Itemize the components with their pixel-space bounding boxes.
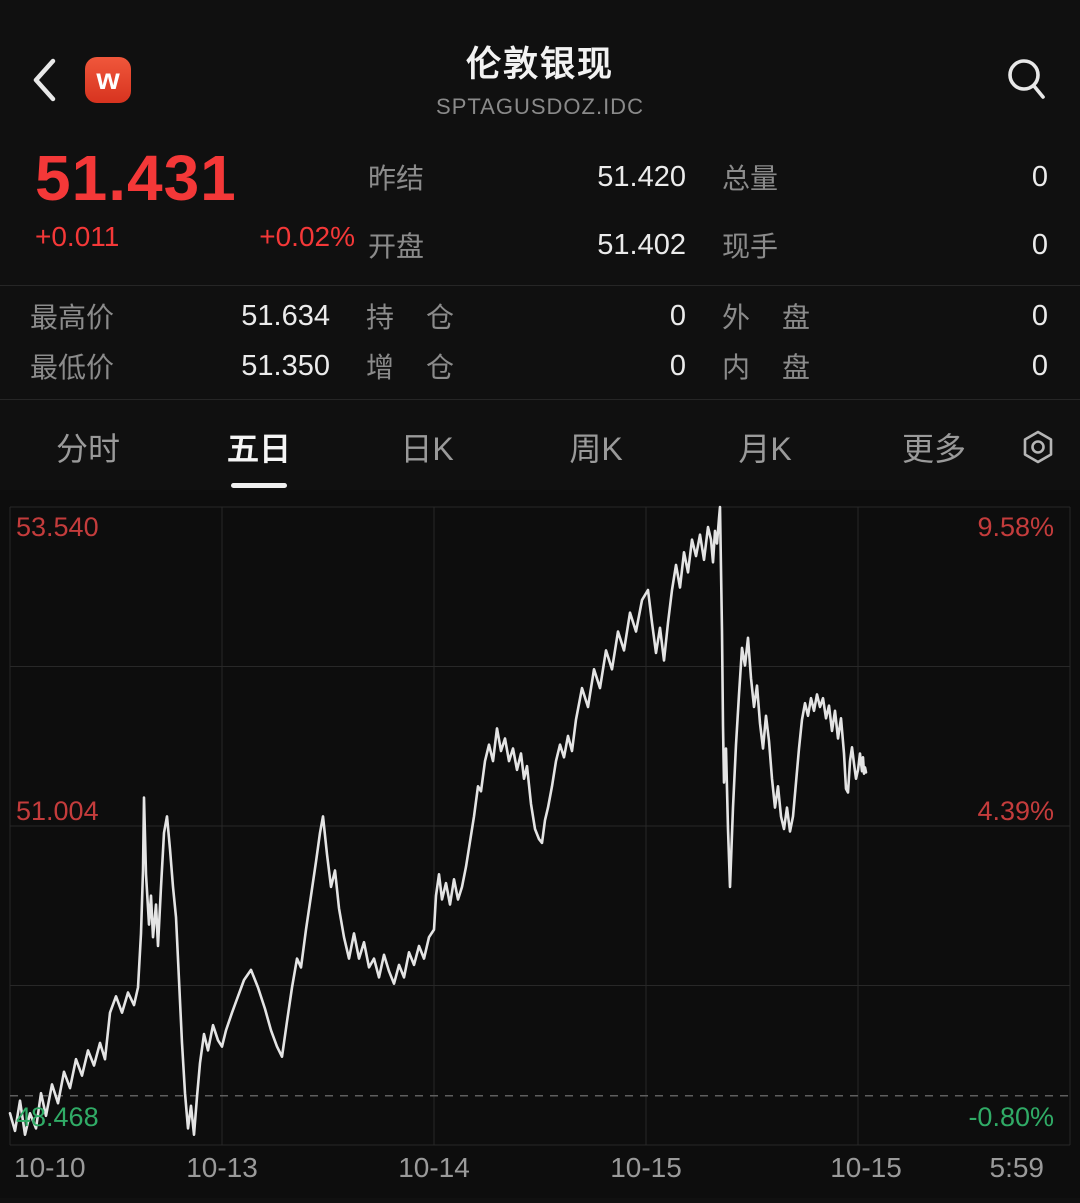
stat-label: 开盘	[368, 231, 425, 262]
price-change-percent: +0.02%	[259, 221, 355, 253]
tab-five-day[interactable]: 五日	[176, 402, 342, 492]
y-axis-price-low: 48.468	[16, 1102, 99, 1132]
chart-settings-button[interactable]	[1018, 402, 1058, 492]
stat-value: 51.350	[241, 349, 330, 382]
quote-block: 51.431 +0.011 +0.02%	[35, 143, 355, 283]
stat-label: 总量	[722, 163, 779, 194]
stats-row: 最低价 51.350 增仓 0 内盘 0	[30, 341, 1048, 391]
settings-hex-icon	[1023, 430, 1053, 464]
tab-monthly-k[interactable]: 月K	[738, 431, 792, 467]
stat-label: 昨结	[368, 163, 425, 194]
instrument-code: SPTAGUSDOZ.IDC	[436, 94, 644, 119]
price-change: +0.011	[35, 221, 120, 253]
stat-value: 0	[669, 349, 686, 382]
tab-fenshi[interactable]: 分时	[55, 431, 120, 467]
stat-label: 最高价	[30, 302, 115, 333]
stat-label: 持仓	[366, 302, 454, 333]
stat-value: 0	[1031, 299, 1048, 332]
stats-row: 昨结 51.420 总量 0	[368, 143, 1048, 211]
x-axis-time-label: 5:59	[989, 1152, 1045, 1183]
stat-value: 51.420	[597, 160, 686, 193]
y-axis-price-mid: 51.004	[16, 796, 99, 826]
tab-weekly-k[interactable]: 周K	[569, 431, 623, 467]
divider	[0, 285, 1080, 286]
y-axis-pct-high: 9.58%	[977, 512, 1054, 542]
price-chart[interactable]: 53.540 51.004 48.468 9.58% 4.39% -0.80% …	[0, 490, 1080, 1198]
chevron-left-icon	[33, 58, 56, 102]
x-axis-label: 10-10	[14, 1152, 86, 1183]
stat-label: 外盘	[722, 302, 810, 333]
tab-more[interactable]: 更多	[901, 431, 966, 467]
active-tab-underline	[231, 483, 287, 488]
y-axis-price-high: 53.540	[16, 512, 99, 542]
page-title: 伦敦银现	[465, 45, 614, 84]
header: w 伦敦银现 SPTAGUSDOZ.IDC	[0, 0, 1080, 140]
stat-value: 0	[1031, 160, 1048, 193]
stats-grid-top: 昨结 51.420 总量 0 开盘 51.402 现手 0	[368, 143, 1048, 279]
stat-label: 内盘	[722, 352, 810, 383]
search-icon	[1008, 59, 1045, 99]
search-button[interactable]	[1000, 52, 1052, 108]
divider	[0, 399, 1080, 400]
back-button[interactable]	[22, 48, 66, 112]
x-axis-label: 10-13	[186, 1152, 258, 1183]
stat-label: 最低价	[30, 352, 115, 383]
stats-row: 最高价 51.634 持仓 0 外盘 0	[30, 291, 1048, 341]
y-axis-pct-mid: 4.39%	[977, 796, 1054, 826]
stats-grid-bottom: 最高价 51.634 持仓 0 外盘 0 最低价 51.350 增仓 0 内盘 …	[30, 291, 1048, 391]
stat-value: 0	[669, 299, 686, 332]
five-day-line-chart	[8, 505, 1071, 1146]
tab-daily-k[interactable]: 日K	[400, 431, 454, 467]
x-axis-label: 10-15	[830, 1152, 902, 1183]
stat-label: 现手	[722, 231, 779, 262]
chart-period-tabbar: 分时 五日 日K 周K 月K 更多	[0, 402, 1080, 492]
x-axis-label: 10-15	[610, 1152, 682, 1183]
stat-label: 增仓	[366, 352, 454, 383]
stats-row: 开盘 51.402 现手 0	[368, 211, 1048, 279]
last-price: 51.431	[35, 142, 237, 214]
wind-logo: w	[85, 57, 131, 103]
stat-value: 51.634	[241, 299, 330, 332]
stat-value: 51.402	[597, 228, 686, 261]
stat-value: 0	[1031, 228, 1048, 261]
stat-value: 0	[1031, 349, 1048, 382]
y-axis-pct-low: -0.80%	[968, 1102, 1054, 1132]
x-axis-label: 10-14	[398, 1152, 470, 1183]
